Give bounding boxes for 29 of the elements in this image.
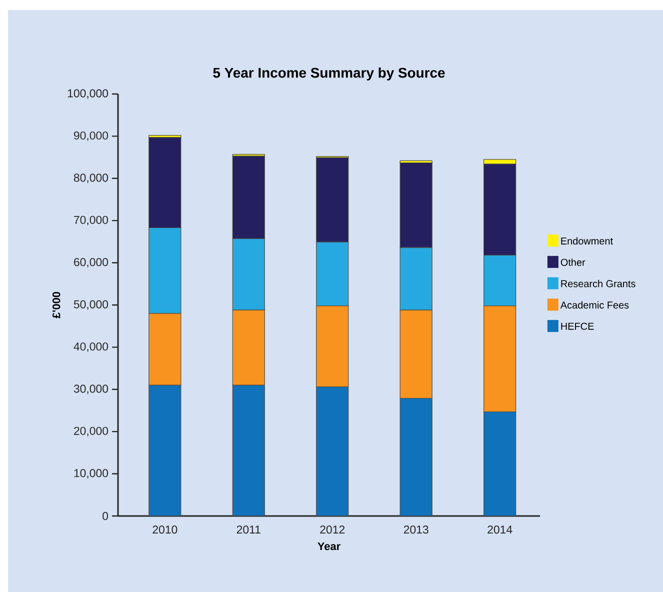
y-tick-label: 90,000 (74, 131, 108, 141)
x-tick-label: 2011 (236, 526, 260, 534)
legend-label: Research Grants (561, 280, 636, 288)
x-tick-label: 2012 (320, 526, 345, 534)
x-tick-label: 2010 (152, 526, 178, 534)
x-tick-label: 2014 (488, 526, 512, 534)
y-tick-label: 100,000 (68, 89, 108, 99)
x-tick-label: 2013 (404, 526, 428, 534)
legend-label: Academic Fees (560, 301, 629, 309)
y-tick-label: 30,000 (74, 384, 108, 394)
chart-title: 5 Year Income Summary by Source (213, 67, 445, 80)
y-tick-label: 40,000 (74, 342, 108, 352)
bar (316, 386, 349, 516)
bar (148, 384, 182, 516)
y-tick-label: 10,000 (74, 469, 108, 479)
y-tick-label: 60,000 (74, 258, 108, 268)
bar (400, 398, 432, 516)
legend-label: Other (560, 258, 586, 266)
y-tick-label: 0 (102, 512, 108, 520)
y-tick-label: 70,000 (74, 216, 108, 226)
y-tick-label: 80,000 (74, 174, 108, 184)
legend-label: HEFCE (561, 322, 594, 330)
legend-label: Endowment (561, 237, 613, 245)
y-tick-label: 50,000 (74, 300, 108, 310)
y-tick-label: 20,000 (74, 426, 108, 436)
bar (484, 411, 516, 516)
x-axis-title: Year (318, 542, 340, 550)
y-axis-title: £'000 (52, 292, 60, 318)
bar (232, 384, 265, 516)
